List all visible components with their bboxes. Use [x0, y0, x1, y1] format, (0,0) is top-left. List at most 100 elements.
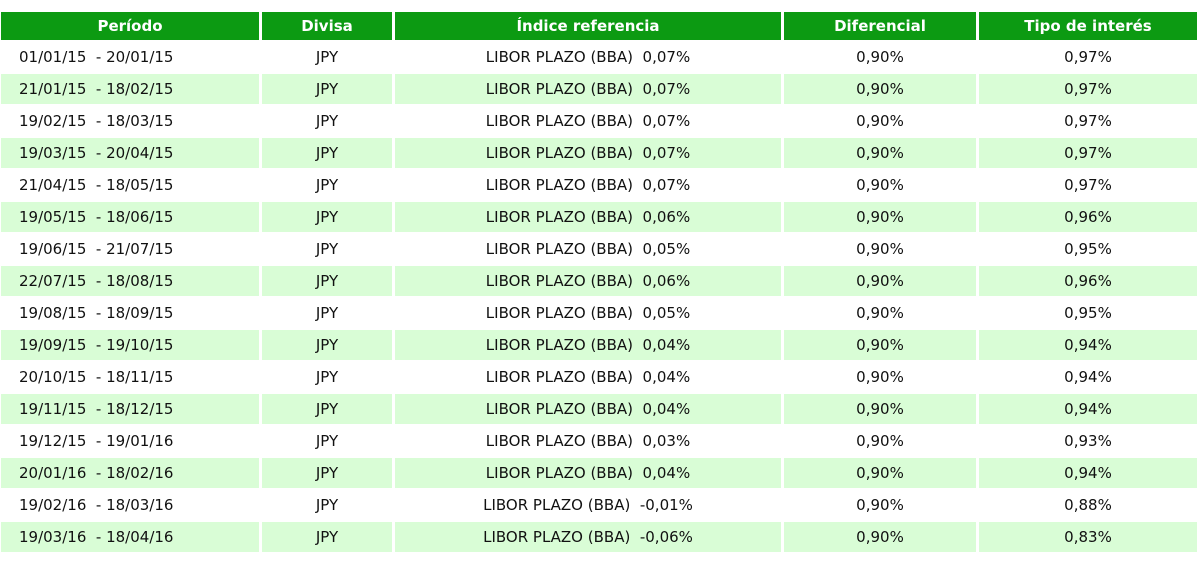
cell-tipo-de-interes: 0,97%	[979, 42, 1197, 72]
cell-divisa: JPY	[262, 138, 392, 168]
cell-periodo: 19/09/15 - 19/10/15	[1, 330, 259, 360]
cell-diferencial: 0,90%	[784, 234, 976, 264]
header-diferencial: Diferencial	[784, 12, 976, 40]
header-row: Período Divisa Índice referencia Diferen…	[1, 12, 1197, 40]
cell-periodo: 01/01/15 - 20/01/15	[1, 42, 259, 72]
cell-divisa: JPY	[262, 426, 392, 456]
cell-indice-referencia: LIBOR PLAZO (BBA) -0,06%	[395, 522, 781, 552]
cell-diferencial: 0,90%	[784, 298, 976, 328]
interest-rate-table: Período Divisa Índice referencia Diferen…	[0, 10, 1200, 554]
table-row: 21/04/15 - 18/05/15 JPY LIBOR PLAZO (BBA) …	[1, 170, 1197, 200]
table-row: 19/11/15 - 18/12/15 JPY LIBOR PLAZO (BBA) …	[1, 394, 1197, 424]
cell-periodo: 19/03/15 - 20/04/15	[1, 138, 259, 168]
table-row: 01/01/15 - 20/01/15 JPY LIBOR PLAZO (BBA) …	[1, 42, 1197, 72]
header-divisa: Divisa	[262, 12, 392, 40]
cell-diferencial: 0,90%	[784, 522, 976, 552]
table-row: 21/01/15 - 18/02/15 JPY LIBOR PLAZO (BBA) …	[1, 74, 1197, 104]
header-indice-referencia: Índice referencia	[395, 12, 781, 40]
cell-tipo-de-interes: 0,83%	[979, 522, 1197, 552]
cell-periodo: 21/01/15 - 18/02/15	[1, 74, 259, 104]
cell-periodo: 19/11/15 - 18/12/15	[1, 394, 259, 424]
cell-indice-referencia: LIBOR PLAZO (BBA) 0,06%	[395, 266, 781, 296]
cell-indice-referencia: LIBOR PLAZO (BBA) 0,07%	[395, 170, 781, 200]
cell-tipo-de-interes: 0,97%	[979, 138, 1197, 168]
cell-indice-referencia: LIBOR PLAZO (BBA) 0,04%	[395, 458, 781, 488]
cell-divisa: JPY	[262, 330, 392, 360]
cell-periodo: 19/06/15 - 21/07/15	[1, 234, 259, 264]
cell-periodo: 22/07/15 - 18/08/15	[1, 266, 259, 296]
cell-tipo-de-interes: 0,94%	[979, 458, 1197, 488]
table-row: 19/02/15 - 18/03/15 JPY LIBOR PLAZO (BBA) …	[1, 106, 1197, 136]
cell-divisa: JPY	[262, 362, 392, 392]
cell-divisa: JPY	[262, 202, 392, 232]
cell-indice-referencia: LIBOR PLAZO (BBA) 0,06%	[395, 202, 781, 232]
cell-diferencial: 0,90%	[784, 330, 976, 360]
cell-periodo: 19/12/15 - 19/01/16	[1, 426, 259, 456]
cell-diferencial: 0,90%	[784, 106, 976, 136]
cell-tipo-de-interes: 0,93%	[979, 426, 1197, 456]
cell-diferencial: 0,90%	[784, 426, 976, 456]
cell-indice-referencia: LIBOR PLAZO (BBA) 0,07%	[395, 138, 781, 168]
cell-indice-referencia: LIBOR PLAZO (BBA) 0,05%	[395, 234, 781, 264]
cell-diferencial: 0,90%	[784, 362, 976, 392]
cell-divisa: JPY	[262, 458, 392, 488]
cell-divisa: JPY	[262, 170, 392, 200]
cell-tipo-de-interes: 0,97%	[979, 170, 1197, 200]
cell-indice-referencia: LIBOR PLAZO (BBA) 0,03%	[395, 426, 781, 456]
cell-tipo-de-interes: 0,94%	[979, 330, 1197, 360]
cell-periodo: 19/02/15 - 18/03/15	[1, 106, 259, 136]
cell-tipo-de-interes: 0,97%	[979, 106, 1197, 136]
cell-periodo: 20/10/15 - 18/11/15	[1, 362, 259, 392]
cell-diferencial: 0,90%	[784, 138, 976, 168]
cell-diferencial: 0,90%	[784, 266, 976, 296]
table-row: 22/07/15 - 18/08/15 JPY LIBOR PLAZO (BBA) …	[1, 266, 1197, 296]
cell-indice-referencia: LIBOR PLAZO (BBA) 0,04%	[395, 394, 781, 424]
cell-divisa: JPY	[262, 42, 392, 72]
cell-indice-referencia: LIBOR PLAZO (BBA) 0,07%	[395, 74, 781, 104]
table-row: 19/03/16 - 18/04/16 JPY LIBOR PLAZO (BBA) …	[1, 522, 1197, 552]
table-body: 01/01/15 - 20/01/15 JPY LIBOR PLAZO (BBA) …	[1, 42, 1197, 552]
cell-diferencial: 0,90%	[784, 42, 976, 72]
cell-tipo-de-interes: 0,95%	[979, 298, 1197, 328]
cell-indice-referencia: LIBOR PLAZO (BBA) 0,07%	[395, 106, 781, 136]
cell-periodo: 21/04/15 - 18/05/15	[1, 170, 259, 200]
table-row: 19/06/15 - 21/07/15 JPY LIBOR PLAZO (BBA) …	[1, 234, 1197, 264]
cell-indice-referencia: LIBOR PLAZO (BBA) -0,01%	[395, 490, 781, 520]
cell-diferencial: 0,90%	[784, 170, 976, 200]
cell-indice-referencia: LIBOR PLAZO (BBA) 0,07%	[395, 42, 781, 72]
cell-divisa: JPY	[262, 394, 392, 424]
cell-divisa: JPY	[262, 234, 392, 264]
cell-diferencial: 0,90%	[784, 74, 976, 104]
cell-tipo-de-interes: 0,95%	[979, 234, 1197, 264]
cell-divisa: JPY	[262, 522, 392, 552]
cell-periodo: 20/01/16 - 18/02/16	[1, 458, 259, 488]
cell-divisa: JPY	[262, 490, 392, 520]
cell-tipo-de-interes: 0,97%	[979, 74, 1197, 104]
cell-periodo: 19/05/15 - 18/06/15	[1, 202, 259, 232]
cell-divisa: JPY	[262, 106, 392, 136]
cell-tipo-de-interes: 0,88%	[979, 490, 1197, 520]
header-tipo-de-interes: Tipo de interés	[979, 12, 1197, 40]
cell-periodo: 19/08/15 - 18/09/15	[1, 298, 259, 328]
cell-divisa: JPY	[262, 74, 392, 104]
table-row: 20/10/15 - 18/11/15 JPY LIBOR PLAZO (BBA) …	[1, 362, 1197, 392]
cell-tipo-de-interes: 0,94%	[979, 394, 1197, 424]
cell-indice-referencia: LIBOR PLAZO (BBA) 0,05%	[395, 298, 781, 328]
table-row: 20/01/16 - 18/02/16 JPY LIBOR PLAZO (BBA) …	[1, 458, 1197, 488]
cell-indice-referencia: LIBOR PLAZO (BBA) 0,04%	[395, 362, 781, 392]
table-row: 19/05/15 - 18/06/15 JPY LIBOR PLAZO (BBA) …	[1, 202, 1197, 232]
table-row: 19/03/15 - 20/04/15 JPY LIBOR PLAZO (BBA) …	[1, 138, 1197, 168]
table-row: 19/02/16 - 18/03/16 JPY LIBOR PLAZO (BBA) …	[1, 490, 1197, 520]
cell-tipo-de-interes: 0,96%	[979, 202, 1197, 232]
cell-diferencial: 0,90%	[784, 458, 976, 488]
header-periodo: Período	[1, 12, 259, 40]
cell-divisa: JPY	[262, 298, 392, 328]
cell-indice-referencia: LIBOR PLAZO (BBA) 0,04%	[395, 330, 781, 360]
table-row: 19/08/15 - 18/09/15 JPY LIBOR PLAZO (BBA) …	[1, 298, 1197, 328]
cell-diferencial: 0,90%	[784, 490, 976, 520]
cell-tipo-de-interes: 0,94%	[979, 362, 1197, 392]
cell-diferencial: 0,90%	[784, 202, 976, 232]
cell-periodo: 19/03/16 - 18/04/16	[1, 522, 259, 552]
cell-periodo: 19/02/16 - 18/03/16	[1, 490, 259, 520]
cell-divisa: JPY	[262, 266, 392, 296]
